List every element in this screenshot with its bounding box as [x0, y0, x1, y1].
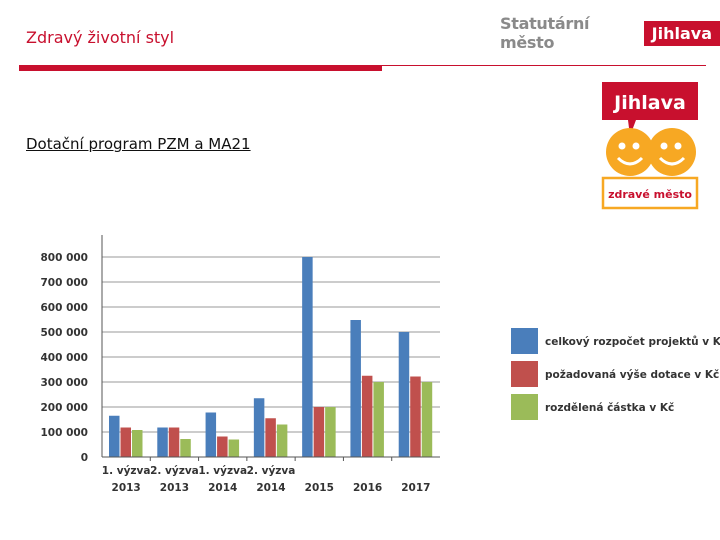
y-tick-label: 500 000 — [41, 327, 89, 339]
legend-swatch — [511, 328, 538, 354]
logo-top-box — [602, 82, 698, 120]
x-tick-label: 2015 — [305, 482, 334, 494]
bar — [205, 412, 217, 457]
bar — [157, 427, 168, 457]
bar — [313, 407, 325, 457]
y-tick-label: 700 000 — [41, 277, 89, 289]
bar — [325, 407, 336, 457]
bar — [228, 439, 240, 457]
header-divider-line — [382, 65, 706, 66]
y-tick-label: 400 000 — [41, 352, 89, 364]
healthy-city-logo: Jihlava zdravé město — [601, 82, 699, 210]
chart-legend: celkový rozpočet projektů v Kč požadovaná… — [511, 328, 720, 420]
logo-left-face — [606, 128, 654, 176]
y-tick-label: 800 000 — [41, 252, 89, 264]
bar — [373, 382, 384, 457]
x-tick-label: 2017 — [401, 482, 430, 494]
brand-logo: Statutární město Jihlava — [500, 14, 720, 52]
chart-bars — [109, 257, 433, 457]
x-tick-label: 2013 — [112, 482, 141, 494]
legend-label: rozdělená částka v Kč — [545, 402, 674, 414]
logo-top-text: Jihlava — [612, 92, 686, 114]
chart-grid — [102, 256, 440, 433]
y-tick-label: 100 000 — [41, 427, 89, 439]
x-tick-label: 1. výzva — [198, 465, 247, 477]
brand-text: Statutární město — [500, 14, 590, 52]
bar — [168, 427, 180, 457]
bar — [361, 375, 373, 457]
x-tick-label: 2. výzva — [150, 465, 199, 477]
legend-label: celkový rozpočet projektů v Kč — [545, 335, 720, 348]
legend-label: požadovaná výše dotace v Kč — [545, 369, 719, 381]
x-tick-label: 2. výzva — [247, 465, 296, 477]
bar — [132, 430, 143, 457]
bar — [217, 436, 228, 457]
y-tick-label: 200 000 — [41, 402, 89, 414]
bar — [253, 398, 265, 457]
brand-box: Jihlava — [643, 20, 720, 46]
header-title: Zdravý životní styl — [26, 28, 175, 47]
bar — [421, 382, 433, 457]
x-tick-label: 2014 — [208, 482, 237, 494]
logo-bottom-text: zdravé město — [608, 188, 692, 201]
header-accent-bar — [19, 65, 382, 71]
page-subtitle[interactable]: Dotační program PZM a MA21 — [26, 135, 251, 153]
bar — [265, 418, 276, 457]
x-tick-label: 2013 — [160, 482, 189, 494]
y-tick-label: 0 — [81, 452, 88, 464]
bar — [410, 376, 421, 457]
bar — [276, 424, 288, 457]
bar — [350, 320, 361, 457]
y-tick-label: 300 000 — [41, 377, 89, 389]
legend-swatch — [511, 361, 538, 387]
bar — [180, 439, 191, 457]
x-tick-label: 2016 — [353, 482, 382, 494]
x-tick-label: 2014 — [256, 482, 285, 494]
chart-axes: 0 100 000 200 000 300 000 400 000 500 000 600 … — [41, 235, 440, 494]
bar — [398, 332, 410, 457]
logo-right-face — [648, 128, 696, 176]
bar — [109, 415, 120, 457]
x-tick-label: 1. výzva — [102, 465, 151, 477]
logo-bottom-box — [601, 176, 699, 210]
bar — [302, 257, 313, 457]
bar — [120, 427, 131, 457]
y-tick-label: 600 000 — [41, 302, 89, 314]
legend-swatch — [511, 394, 538, 420]
